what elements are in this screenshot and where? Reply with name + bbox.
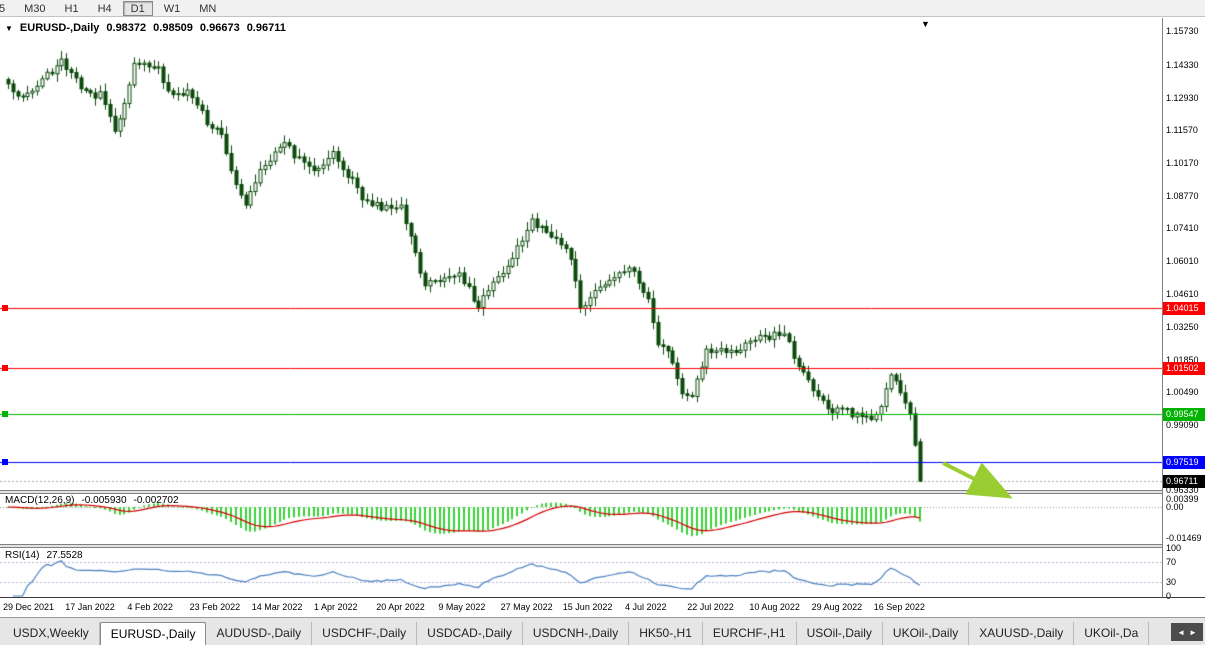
time-axis-label: 29 Dec 2021 <box>3 602 55 612</box>
time-axis-label: 22 Jul 2022 <box>687 602 734 612</box>
price-axis-label: 1.06010 <box>1166 256 1199 267</box>
timeframe-button-mn[interactable]: MN <box>199 2 217 15</box>
current-price-badge: 0.96711 <box>1163 475 1205 489</box>
ohlc-high: 0.98509 <box>153 22 193 34</box>
price-axis-label: 0.96330 <box>1166 485 1199 496</box>
rsi-axis-label: 70 <box>1166 557 1177 568</box>
time-axis[interactable]: 29 Dec 2021 17 Jan 2022 4 Feb 2022 23 Feb 2… <box>0 598 1162 617</box>
macd-name: MACD(12,26,9) <box>5 495 75 506</box>
price-axis-label: 1.01850 <box>1166 354 1199 365</box>
time-axis-label: 17 Jan 2022 <box>65 602 115 612</box>
rsi-axis-label: 0 <box>1166 591 1172 601</box>
hline-handle[interactable] <box>2 411 8 418</box>
time-axis-label: 16 Sep 2022 <box>873 602 925 612</box>
ohlc-open: 0.98372 <box>106 22 147 34</box>
rsi-axis-label: 30 <box>1166 576 1177 587</box>
rsi-name: RSI(14) <box>5 550 40 561</box>
price-axis-label: 1.04610 <box>1166 289 1199 300</box>
time-axis-label: 10 Aug 2022 <box>749 602 800 612</box>
price-axis-label: 0.99090 <box>1166 419 1199 430</box>
tab-scroll-buttons: ◄ ► <box>1171 623 1203 641</box>
rsi-label: RSI(14) 27.5528 <box>5 550 83 561</box>
time-axis-label: 27 May 2022 <box>500 602 553 612</box>
chart-tab-usdchf-daily[interactable]: USDCHF-,Daily <box>312 622 418 645</box>
hline-price-badge: 0.99547 <box>1163 408 1205 422</box>
chart-tab-eurusd-daily[interactable]: EURUSD-,Daily <box>99 622 207 645</box>
timeframe-toolbar: 5 M30 H1 H4 D1 W1 MN <box>0 0 1205 17</box>
hline-handle[interactable] <box>2 364 8 371</box>
rsi-value: 27.5528 <box>46 550 83 561</box>
macd-axis-label: 0.00399 <box>1166 493 1199 504</box>
time-axis-label: 20 Apr 2022 <box>376 602 425 612</box>
chart-tab-ukoil-da[interactable]: UKOil-,Da <box>1074 622 1150 645</box>
macd-label: MACD(12,26,9) -0.005930 -0.002702 <box>5 495 179 506</box>
chart-tab-ukoil-daily[interactable]: UKOil-,Daily <box>883 622 970 645</box>
hline-handle[interactable] <box>2 458 8 465</box>
panel-separator-main-macd[interactable] <box>0 490 1205 494</box>
price-axis-label: 1.14330 <box>1166 59 1199 70</box>
chart-tab-usdcad-daily[interactable]: USDCAD-,Daily <box>417 622 523 645</box>
ohlc-close: 0.96711 <box>246 22 286 34</box>
time-axis-label: 23 Feb 2022 <box>189 602 241 612</box>
annotation-arrow[interactable] <box>930 452 1040 512</box>
timeframe-button-5[interactable]: 5 <box>0 1 13 16</box>
hline-price-badge: 1.01502 <box>1163 361 1205 375</box>
timeframe-button-m30[interactable]: M30 <box>24 2 46 15</box>
tab-scroll-left-icon[interactable]: ◄ <box>1177 627 1185 637</box>
price-axis-label: 1.12930 <box>1166 92 1199 103</box>
chart-tab-eurchf-h1[interactable]: EURCHF-,H1 <box>703 622 797 645</box>
price-axis-label: 1.00490 <box>1166 386 1199 397</box>
chart-symbol-period: EURUSD-,Daily <box>19 22 100 34</box>
macd-main-value: -0.005930 <box>81 495 127 506</box>
macd-axis-label: -0.01469 <box>1166 532 1202 543</box>
chart-title: ▼ EURUSD-,Daily 0.98372 0.98509 0.96673 … <box>5 22 286 34</box>
panel-separator-macd-rsi[interactable] <box>0 544 1205 548</box>
chart-tab-usoil-daily[interactable]: USOil-,Daily <box>797 622 883 645</box>
chart-tab-usdx-weekly[interactable]: USDX,Weekly <box>3 622 100 645</box>
timeframe-button-h4[interactable]: H4 <box>97 2 112 15</box>
macd-axis-label: 0.00 <box>1166 502 1184 512</box>
hline-handle[interactable] <box>2 305 8 312</box>
chart-tab-audusd-daily[interactable]: AUDUSD-,Daily <box>206 622 313 645</box>
timeframe-button-d1[interactable]: D1 <box>122 0 153 16</box>
hline-price-badge: 1.04015 <box>1163 302 1205 316</box>
one-click-collapse-icon[interactable]: ▼ <box>5 23 13 33</box>
arrow-shaft <box>942 461 1013 499</box>
price-axis-label: 1.03250 <box>1166 321 1199 332</box>
hline-price-badge: 0.97519 <box>1163 455 1205 469</box>
time-axis-label: 14 Mar 2022 <box>251 602 303 612</box>
time-axis-label: 15 Jun 2022 <box>562 602 613 612</box>
timeframe-button-h1[interactable]: H1 <box>64 2 79 15</box>
time-axis-label: 1 Apr 2022 <box>314 602 358 612</box>
price-axis-label: 1.08770 <box>1166 191 1199 202</box>
time-axis-separator <box>0 597 1205 598</box>
price-axis-label: 1.11570 <box>1166 124 1198 135</box>
price-axis[interactable]: 1.15730 1.14330 1.12930 1.11570 1.10170 1.087… <box>1162 18 1205 601</box>
chart-tab-xauusd-daily[interactable]: XAUUSD-,Daily <box>969 622 1075 645</box>
price-axis-label: 1.07410 <box>1166 223 1199 234</box>
macd-signal-value: -0.002702 <box>133 495 179 506</box>
chart-tab-hk50-h1[interactable]: HK50-,H1 <box>629 622 703 645</box>
price-axis-label: 1.10170 <box>1166 157 1199 168</box>
tab-scroll-right-icon[interactable]: ► <box>1189 627 1197 637</box>
time-axis-label: 4 Feb 2022 <box>127 602 173 612</box>
chart-tabs-bar: USDX,Weekly EURUSD-,Daily AUDUSD-,Daily USD… <box>0 617 1205 645</box>
price-axis-label: 1.15730 <box>1166 26 1199 37</box>
rsi-axis-label: 100 <box>1166 543 1182 553</box>
time-axis-label: 9 May 2022 <box>438 602 486 612</box>
timeframe-button-w1[interactable]: W1 <box>163 2 181 15</box>
price-chart-canvas[interactable] <box>0 18 1162 598</box>
chart-shift-marker-icon[interactable]: ▼ <box>921 19 930 29</box>
chart-tab-usdcnh-daily[interactable]: USDCNH-,Daily <box>523 622 630 645</box>
ohlc-low: 0.96673 <box>199 22 240 34</box>
time-axis-label: 29 Aug 2022 <box>811 602 863 612</box>
time-axis-label: 4 Jul 2022 <box>625 602 667 612</box>
